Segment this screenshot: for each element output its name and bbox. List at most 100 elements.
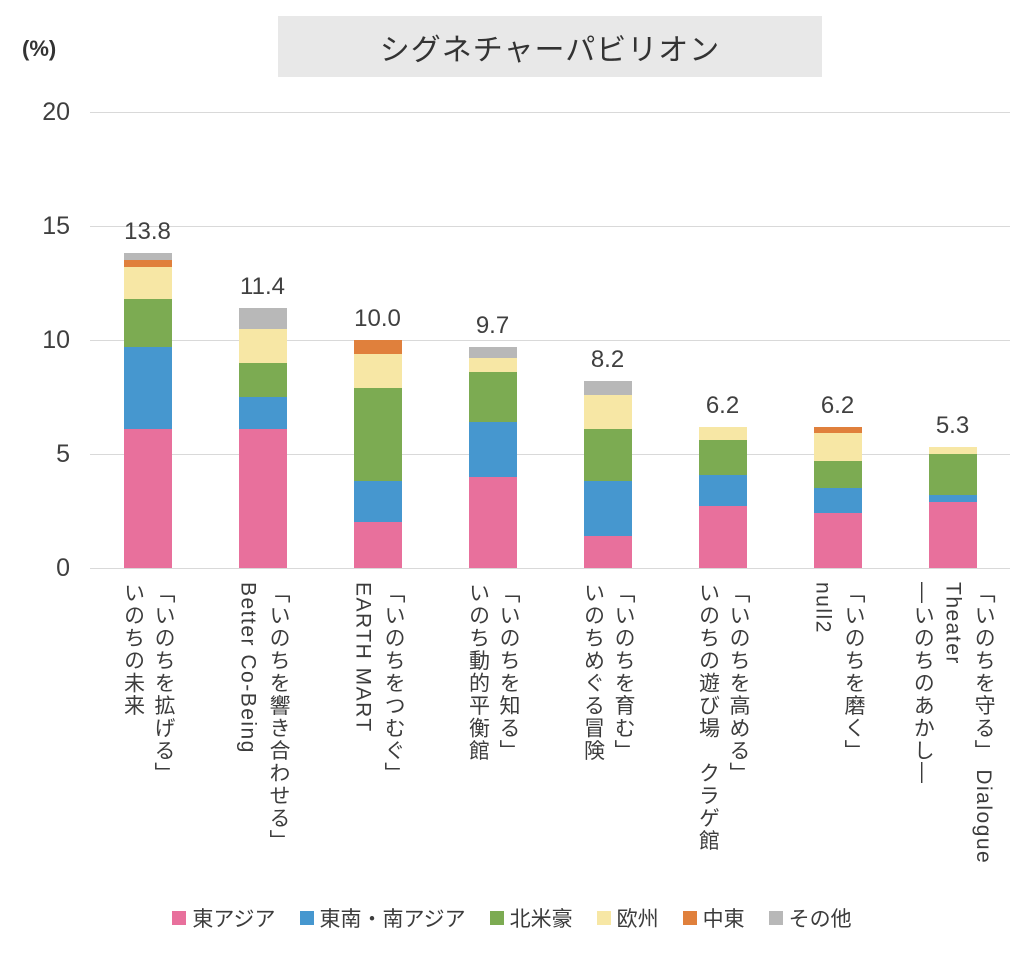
bar-stack <box>928 447 977 568</box>
bar-total-label: 10.0 <box>354 305 401 333</box>
legend-item: 中東 <box>682 903 745 933</box>
bar-column: 13.8 <box>90 112 205 568</box>
legend-label: 欧州 <box>616 908 659 931</box>
bar-segment-東南・南アジア <box>468 422 517 477</box>
bar-category-label: 「いのちを知る」 いのち動的平衡館 <box>466 582 520 762</box>
bar-segment-東アジア <box>238 428 287 568</box>
legend: 東アジア 東南・南アジア 北米豪 欧州 中東 その他 <box>0 903 1024 933</box>
bar-segment-東南・南アジア <box>238 397 287 429</box>
bar-total-label: 5.3 <box>935 412 970 440</box>
bar-stack <box>698 426 747 568</box>
bar-segment-東アジア <box>583 536 632 568</box>
x-axis-label-slot: 「いのちを拡げる」 いのちの未来 <box>90 582 205 894</box>
bar-category-label: 「いのちを高める」 いのちの遊び場 クラゲ館 <box>696 582 750 852</box>
bar-category-label: 「いのちを磨く」 null2 <box>811 582 865 762</box>
legend-item: 欧州 <box>596 903 659 933</box>
bar-segment-東南・南アジア <box>698 474 747 507</box>
bar-column: 5.3 <box>895 112 1010 568</box>
bar-segment-東南・南アジア <box>583 481 632 537</box>
bar-stack <box>238 308 287 568</box>
bar-total-label: 13.8 <box>124 218 171 246</box>
legend-item: 東南・南アジア <box>299 903 466 933</box>
bar-column: 11.4 <box>205 112 320 568</box>
x-axis-label-slot: 「いのちを育む」 いのちめぐる冒険 <box>550 582 665 894</box>
y-axis: 20 15 10 5 0 <box>0 98 78 582</box>
bar-segment-中東 <box>813 426 862 434</box>
bar-category-label: 「いのちを守る」 Dialogue Theater ―いのちのあかし― <box>911 582 996 865</box>
bar-segment-東アジア <box>698 506 747 568</box>
bar-segment-中東 <box>123 260 172 268</box>
y-axis-tick-label: 20 <box>42 98 70 126</box>
bar-total-label: 8.2 <box>590 346 625 374</box>
bar-segment-欧州 <box>928 447 977 455</box>
gridline <box>90 454 1010 455</box>
bar-segment-その他 <box>123 253 172 261</box>
bar-stack <box>123 253 172 568</box>
bar-segment-東アジア <box>813 513 862 568</box>
bar-segment-欧州 <box>353 353 402 388</box>
bar-segment-東南・南アジア <box>813 488 862 514</box>
x-axis-labels: 「いのちを拡げる」 いのちの未来 「いのちを響き合わせる」 Better Co-B… <box>90 582 1010 894</box>
bar-segment-その他 <box>583 381 632 395</box>
bar-column: 9.7 <box>435 112 550 568</box>
x-axis-label-slot: 「いのちを知る」 いのち動的平衡館 <box>435 582 550 894</box>
plot-area <box>90 112 1010 569</box>
gridline <box>90 226 1010 227</box>
bars-row: 13.8 11.4 10.0 9.7 8.2 6.2 6.2 5.3 <box>90 112 1010 568</box>
legend-item: 北米豪 <box>489 903 573 933</box>
legend-label: 北米豪 <box>509 908 573 931</box>
bar-column: 6.2 <box>780 112 895 568</box>
legend-swatch <box>299 911 314 925</box>
bar-segment-東アジア <box>353 522 402 568</box>
bar-segment-欧州 <box>813 433 862 461</box>
legend-item: 東アジア <box>172 903 276 933</box>
y-axis-tick-label: 15 <box>42 212 70 240</box>
bar-segment-東南・南アジア <box>353 481 402 523</box>
legend-swatch <box>172 911 187 925</box>
bar-segment-その他 <box>468 346 517 359</box>
bar-segment-北米豪 <box>123 298 172 347</box>
legend-item: その他 <box>768 903 852 933</box>
y-axis-unit-label: (%) <box>22 36 57 61</box>
bar-column: 8.2 <box>550 112 665 568</box>
legend-label: 東アジア <box>192 908 276 931</box>
y-axis-tick-label: 0 <box>56 554 70 582</box>
bar-segment-欧州 <box>468 358 517 372</box>
x-axis-label-slot: 「いのちをつむぐ」 EARTH MART <box>320 582 435 894</box>
legend-swatch <box>682 911 697 925</box>
legend-label: その他 <box>788 908 852 931</box>
bar-segment-東南・南アジア <box>123 346 172 429</box>
bar-stack <box>583 381 632 568</box>
bar-stack <box>468 346 517 568</box>
x-axis-label-slot: 「いのちを響き合わせる」 Better Co-Being <box>205 582 320 894</box>
bar-column: 6.2 <box>665 112 780 568</box>
x-axis-label-slot: 「いのちを守る」 Dialogue Theater ―いのちのあかし― <box>895 582 1010 894</box>
bar-stack <box>813 426 862 568</box>
bar-total-label: 11.4 <box>240 273 285 301</box>
bar-segment-東南・南アジア <box>928 495 977 502</box>
bar-segment-中東 <box>353 340 402 354</box>
bar-segment-北米豪 <box>353 387 402 482</box>
bar-segment-北米豪 <box>928 454 977 496</box>
bar-segment-その他 <box>238 308 287 329</box>
legend-label: 中東 <box>702 908 745 931</box>
legend-swatch <box>489 911 504 925</box>
legend-swatch <box>596 911 611 925</box>
y-axis-tick-label: 5 <box>56 440 70 468</box>
bar-stack <box>353 340 402 568</box>
bar-segment-北米豪 <box>468 371 517 423</box>
bar-segment-欧州 <box>698 426 747 441</box>
gridline <box>90 112 1010 113</box>
bar-segment-欧州 <box>583 394 632 429</box>
bar-segment-北米豪 <box>813 460 862 489</box>
bar-segment-北米豪 <box>583 428 632 482</box>
legend-label: 東南・南アジア <box>319 908 466 931</box>
chart-title: シグネチャーパビリオン <box>379 33 721 67</box>
bar-segment-欧州 <box>123 267 172 299</box>
gridline <box>90 568 1010 569</box>
bar-category-label: 「いのちを響き合わせる」 Better Co-Being <box>236 582 290 852</box>
gridline <box>90 340 1010 341</box>
bar-segment-北米豪 <box>698 440 747 475</box>
chart-title-box: シグネチャーパビリオン <box>278 16 822 77</box>
